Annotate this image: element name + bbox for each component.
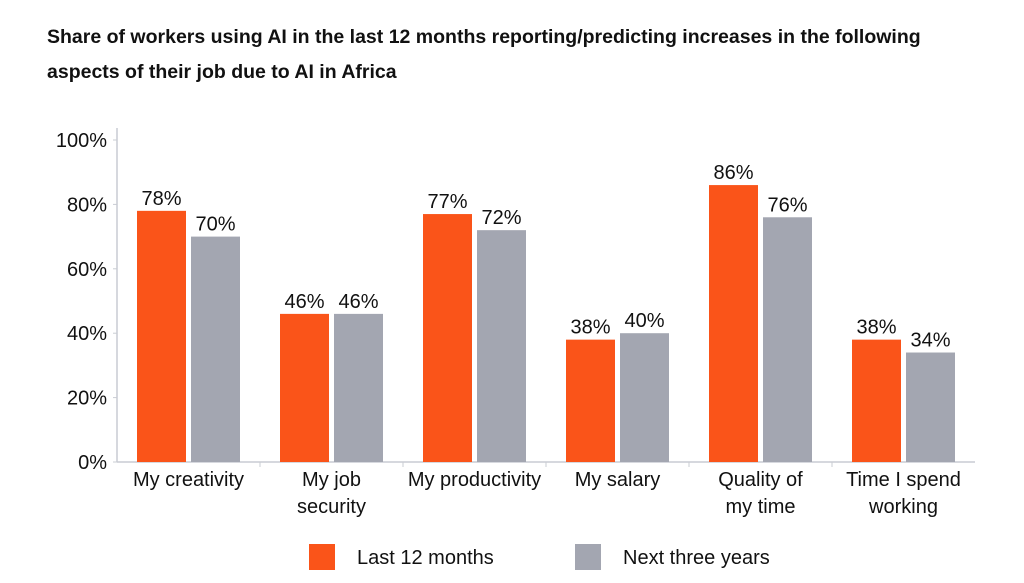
data-label: 40% xyxy=(624,310,664,332)
data-label: 46% xyxy=(338,291,378,313)
bar-last-12-months xyxy=(852,339,901,462)
data-label: 86% xyxy=(713,162,753,184)
data-label: 76% xyxy=(767,194,807,216)
data-label: 78% xyxy=(141,188,181,210)
bar-last-12-months xyxy=(280,313,329,462)
y-tick-label: 20% xyxy=(67,388,107,410)
chart-title: Share of workers using AI in the last 12… xyxy=(47,26,921,83)
x-tick-label: My job security xyxy=(297,469,366,518)
data-label: 72% xyxy=(481,207,521,229)
bar-last-12-months xyxy=(566,339,615,462)
data-label: 77% xyxy=(427,191,467,213)
y-tick-label: 80% xyxy=(67,194,107,216)
x-tick-label: My salary xyxy=(575,469,661,491)
x-tick-label: My creativity xyxy=(133,469,244,491)
data-label: 38% xyxy=(570,317,610,339)
data-label: 34% xyxy=(910,330,950,352)
bar-next-three-years xyxy=(334,313,383,462)
legend-swatch xyxy=(309,544,335,570)
x-tick-label: My productivity xyxy=(408,469,541,491)
legend-label: Next three years xyxy=(623,547,770,569)
x-tick-label: Quality of my time xyxy=(718,469,803,518)
bar-next-three-years xyxy=(191,236,240,462)
legend-swatch xyxy=(575,544,601,570)
data-label: 70% xyxy=(195,214,235,236)
data-label: 38% xyxy=(856,317,896,339)
y-tick-label: 0% xyxy=(78,452,107,474)
bar-last-12-months xyxy=(709,185,758,462)
bar-next-three-years xyxy=(763,217,812,462)
bar-last-12-months xyxy=(137,210,186,462)
bar-next-three-years xyxy=(477,230,526,462)
bar-next-three-years xyxy=(620,333,669,462)
y-tick-label: 40% xyxy=(67,323,107,345)
x-tick-label: Time I spend working xyxy=(846,469,961,518)
bar-next-three-years xyxy=(906,352,955,462)
bar-last-12-months xyxy=(423,214,472,462)
y-tick-label: 100% xyxy=(56,130,107,152)
y-tick-label: 60% xyxy=(67,259,107,281)
data-label: 46% xyxy=(284,291,324,313)
legend-label: Last 12 months xyxy=(357,547,494,569)
